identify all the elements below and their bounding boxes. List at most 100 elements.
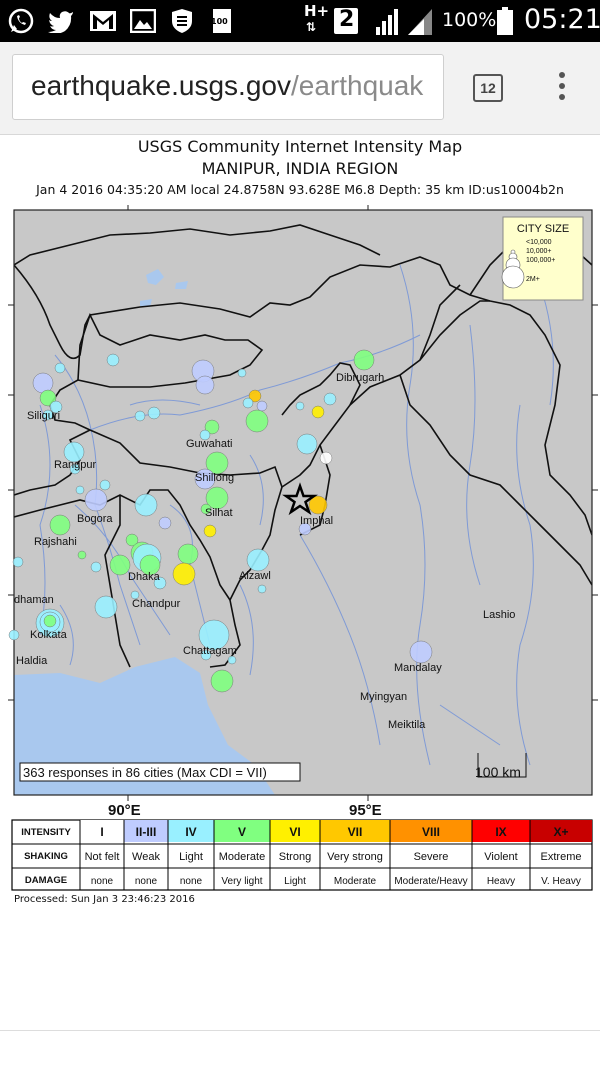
legend-row-label: DAMAGE [25,875,67,886]
damage-level: Light [284,876,306,887]
response-marker [94,595,118,619]
city-label: Rajshahi [34,536,77,548]
response-marker [210,669,234,693]
intensity-level: I [100,825,103,839]
battery-percent: 100% [442,9,497,31]
response-marker [204,419,220,435]
gallery-icon [128,8,158,34]
overflow-menu-icon[interactable] [556,72,568,106]
damage-level: Very light [221,876,262,887]
intensity-color-cell [320,820,390,842]
response-marker [353,349,375,371]
scale-label: 100 km [475,764,521,780]
shaking-level: Weak [132,851,160,863]
response-marker [147,406,161,420]
shaking-level: Violent [484,851,517,863]
response-marker [199,429,211,441]
city-label: Imphal [300,515,333,527]
intensity-color-cell [80,820,124,842]
battery-icon [495,7,515,35]
response-marker [130,590,140,600]
map-title: USGS Community Internet Intensity Map [137,137,463,156]
lon-label: 95°E [349,802,382,819]
event-info: Jan 4 2016 04:35:20 AM local 24.8758N 93… [36,182,564,197]
sim-badge [334,8,358,34]
city-label: Haldia [16,655,48,667]
intensity-level: IV [185,825,196,839]
city-label: Meiktila [388,719,426,731]
notification-badge: 100 [211,17,228,26]
tab-switcher-button[interactable]: 12 [473,74,503,102]
city-label: Chattagam [183,645,237,657]
city-label: Aizawl [239,570,271,582]
map-frame [13,209,593,796]
city-labels: Dibrugarh Siliguri Guwahati Rangpur Shillong… [14,372,515,731]
lake [175,281,188,289]
response-marker [205,451,229,475]
city-label: Guwahati [186,438,232,450]
response-marker [319,451,333,465]
response-marker [109,554,131,576]
city-label: Bogora [77,513,113,525]
city-label: Lashio [483,609,515,621]
city-label: Siliguri [27,410,60,422]
response-marker [194,468,216,490]
damage-level: none [180,876,203,887]
gmail-icon [88,8,118,34]
intensity-color-cell [214,820,270,842]
response-marker [158,516,172,530]
city-size-title: CITY SIZE [517,223,569,235]
intensity-level: V [238,825,246,839]
response-marker [42,409,54,421]
city-size-item: 2M+ [526,276,540,283]
map-ticks [8,205,598,801]
intensity-color-cell [530,820,592,842]
response-marker [323,392,337,406]
response-marker [49,400,63,414]
intensity-level: II-III [136,825,157,839]
bay-of-bengal [14,657,275,795]
shaking-level: Severe [414,851,449,863]
response-marker [203,524,217,538]
intensity-level: VI [289,825,300,839]
intensity-map[interactable]: Dibrugarh Siliguri Guwahati Rangpur Shillong… [0,205,600,805]
damage-level: Heavy [487,876,515,887]
response-marker [125,533,139,547]
response-marker [106,353,120,367]
whatsapp-icon [6,8,36,34]
sim-number: 2 [339,7,355,32]
response-marker [153,576,167,590]
data-arrows-icon: ⇅ [306,20,317,34]
intensity-color-cell [472,820,530,842]
url-text[interactable]: earthquake.usgs.gov/earthquak [31,70,423,102]
response-marker [54,362,66,374]
lake [146,269,164,285]
processed-timestamp: Processed: Sun Jan 3 23:46:23 2016 [14,894,195,905]
response-marker [298,522,312,536]
notification-icon [210,8,234,34]
city-label: Silhat [205,507,233,519]
response-marker [195,375,215,395]
shaking-level: Not felt [85,851,120,863]
response-marker [295,401,305,411]
response-marker [84,488,108,512]
url-domain: earthquake.usgs.gov [31,70,291,101]
intensity-color-cell [168,820,214,842]
clock: 05:21 [524,4,600,35]
response-marker [69,463,81,475]
intensity-color-cell [124,820,168,842]
epicenter-star-icon [282,482,318,516]
scale-bar [477,753,527,778]
city-label: Mandalay [394,662,442,674]
address-bar[interactable]: earthquake.usgs.gov/earthquak [12,54,444,120]
city-size-legend: CITY SIZE <10,000 10,000+ 100,000+ 2M+ [501,216,584,301]
legend-row-label: INTENSITY [21,827,71,838]
response-marker [246,548,270,572]
response-marker [245,409,269,433]
shield-icon [168,8,196,34]
response-marker [257,584,267,594]
twitter-icon [46,8,76,34]
response-marker [200,503,212,515]
response-marker [99,479,111,491]
browser-toolbar: earthquake.usgs.gov/earthquak 12 [0,42,600,135]
